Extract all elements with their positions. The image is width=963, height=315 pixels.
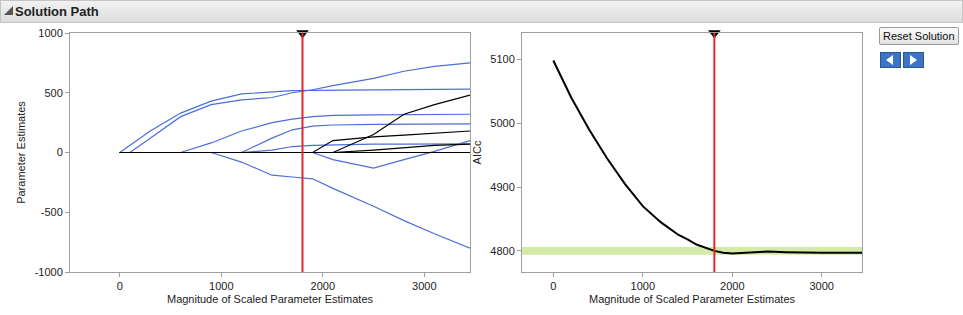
- svg-text:1000: 1000: [209, 280, 233, 292]
- svg-text:4800: 4800: [490, 245, 514, 257]
- svg-text:0: 0: [57, 146, 63, 158]
- svg-text:Parameter Estimates: Parameter Estimates: [15, 101, 27, 204]
- svg-text:AICc: AICc: [471, 140, 483, 164]
- svg-text:500: 500: [44, 87, 62, 99]
- svg-text:1000: 1000: [631, 280, 655, 292]
- svg-text:0: 0: [550, 280, 556, 292]
- svg-text:3000: 3000: [412, 280, 436, 292]
- svg-text:5100: 5100: [490, 53, 514, 65]
- svg-text:2000: 2000: [311, 280, 335, 292]
- svg-text:3000: 3000: [809, 280, 833, 292]
- svg-text:4900: 4900: [490, 181, 514, 193]
- svg-text:1000: 1000: [38, 27, 62, 39]
- svg-text:5000: 5000: [490, 117, 514, 129]
- html-text:Reset Solution: Reset Solution: [883, 30, 955, 42]
- html-text:Solution Path: Solution Path: [15, 4, 99, 19]
- svg-text:0: 0: [117, 280, 123, 292]
- svg-text:-500: -500: [41, 206, 63, 218]
- svg-text:2000: 2000: [720, 280, 744, 292]
- svg-text:Magnitude of Scaled Parameter: Magnitude of Scaled Parameter Estimates: [167, 293, 374, 305]
- svg-text:-1000: -1000: [35, 266, 63, 278]
- svg-text:Magnitude of Scaled Parameter: Magnitude of Scaled Parameter Estimates: [589, 293, 796, 305]
